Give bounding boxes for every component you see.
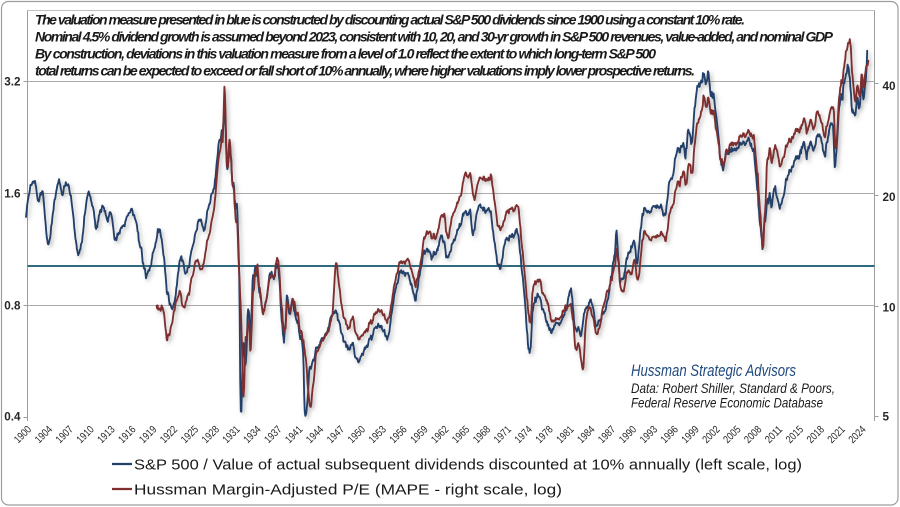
svg-text:total returns can be expected: total returns can be expected to exceed … (35, 63, 695, 79)
svg-text:3.2: 3.2 (4, 75, 21, 88)
svg-text:Nominal 4.5% dividend growth i: Nominal 4.5% dividend growth is assumed … (35, 28, 834, 44)
svg-text:0.8: 0.8 (4, 299, 21, 312)
svg-text:By construction, deviations in: By construction, deviations in this valu… (35, 45, 656, 61)
svg-text:S&P 500 / Value of actual subs: S&P 500 / Value of actual subsequent div… (134, 457, 802, 474)
svg-text:Hussman Strategic Advisors: Hussman Strategic Advisors (631, 362, 796, 380)
svg-text:1.6: 1.6 (4, 187, 21, 200)
svg-text:40: 40 (883, 80, 897, 93)
svg-text:5: 5 (883, 410, 890, 423)
svg-text:Data: Robert Shiller, Standard: Data: Robert Shiller, Standard & Poors, (631, 381, 835, 396)
svg-text:Hussman Margin-Adjusted P/E (M: Hussman Margin-Adjusted P/E (MAPE - righ… (134, 482, 562, 499)
svg-text:Federal Reserve Economic Datab: Federal Reserve Economic Database (631, 395, 823, 410)
svg-text:0.4: 0.4 (4, 411, 21, 424)
svg-text:10: 10 (883, 302, 897, 315)
svg-text:20: 20 (883, 191, 897, 204)
svg-text:The valuation measure presente: The valuation measure presented in blue … (35, 11, 745, 27)
